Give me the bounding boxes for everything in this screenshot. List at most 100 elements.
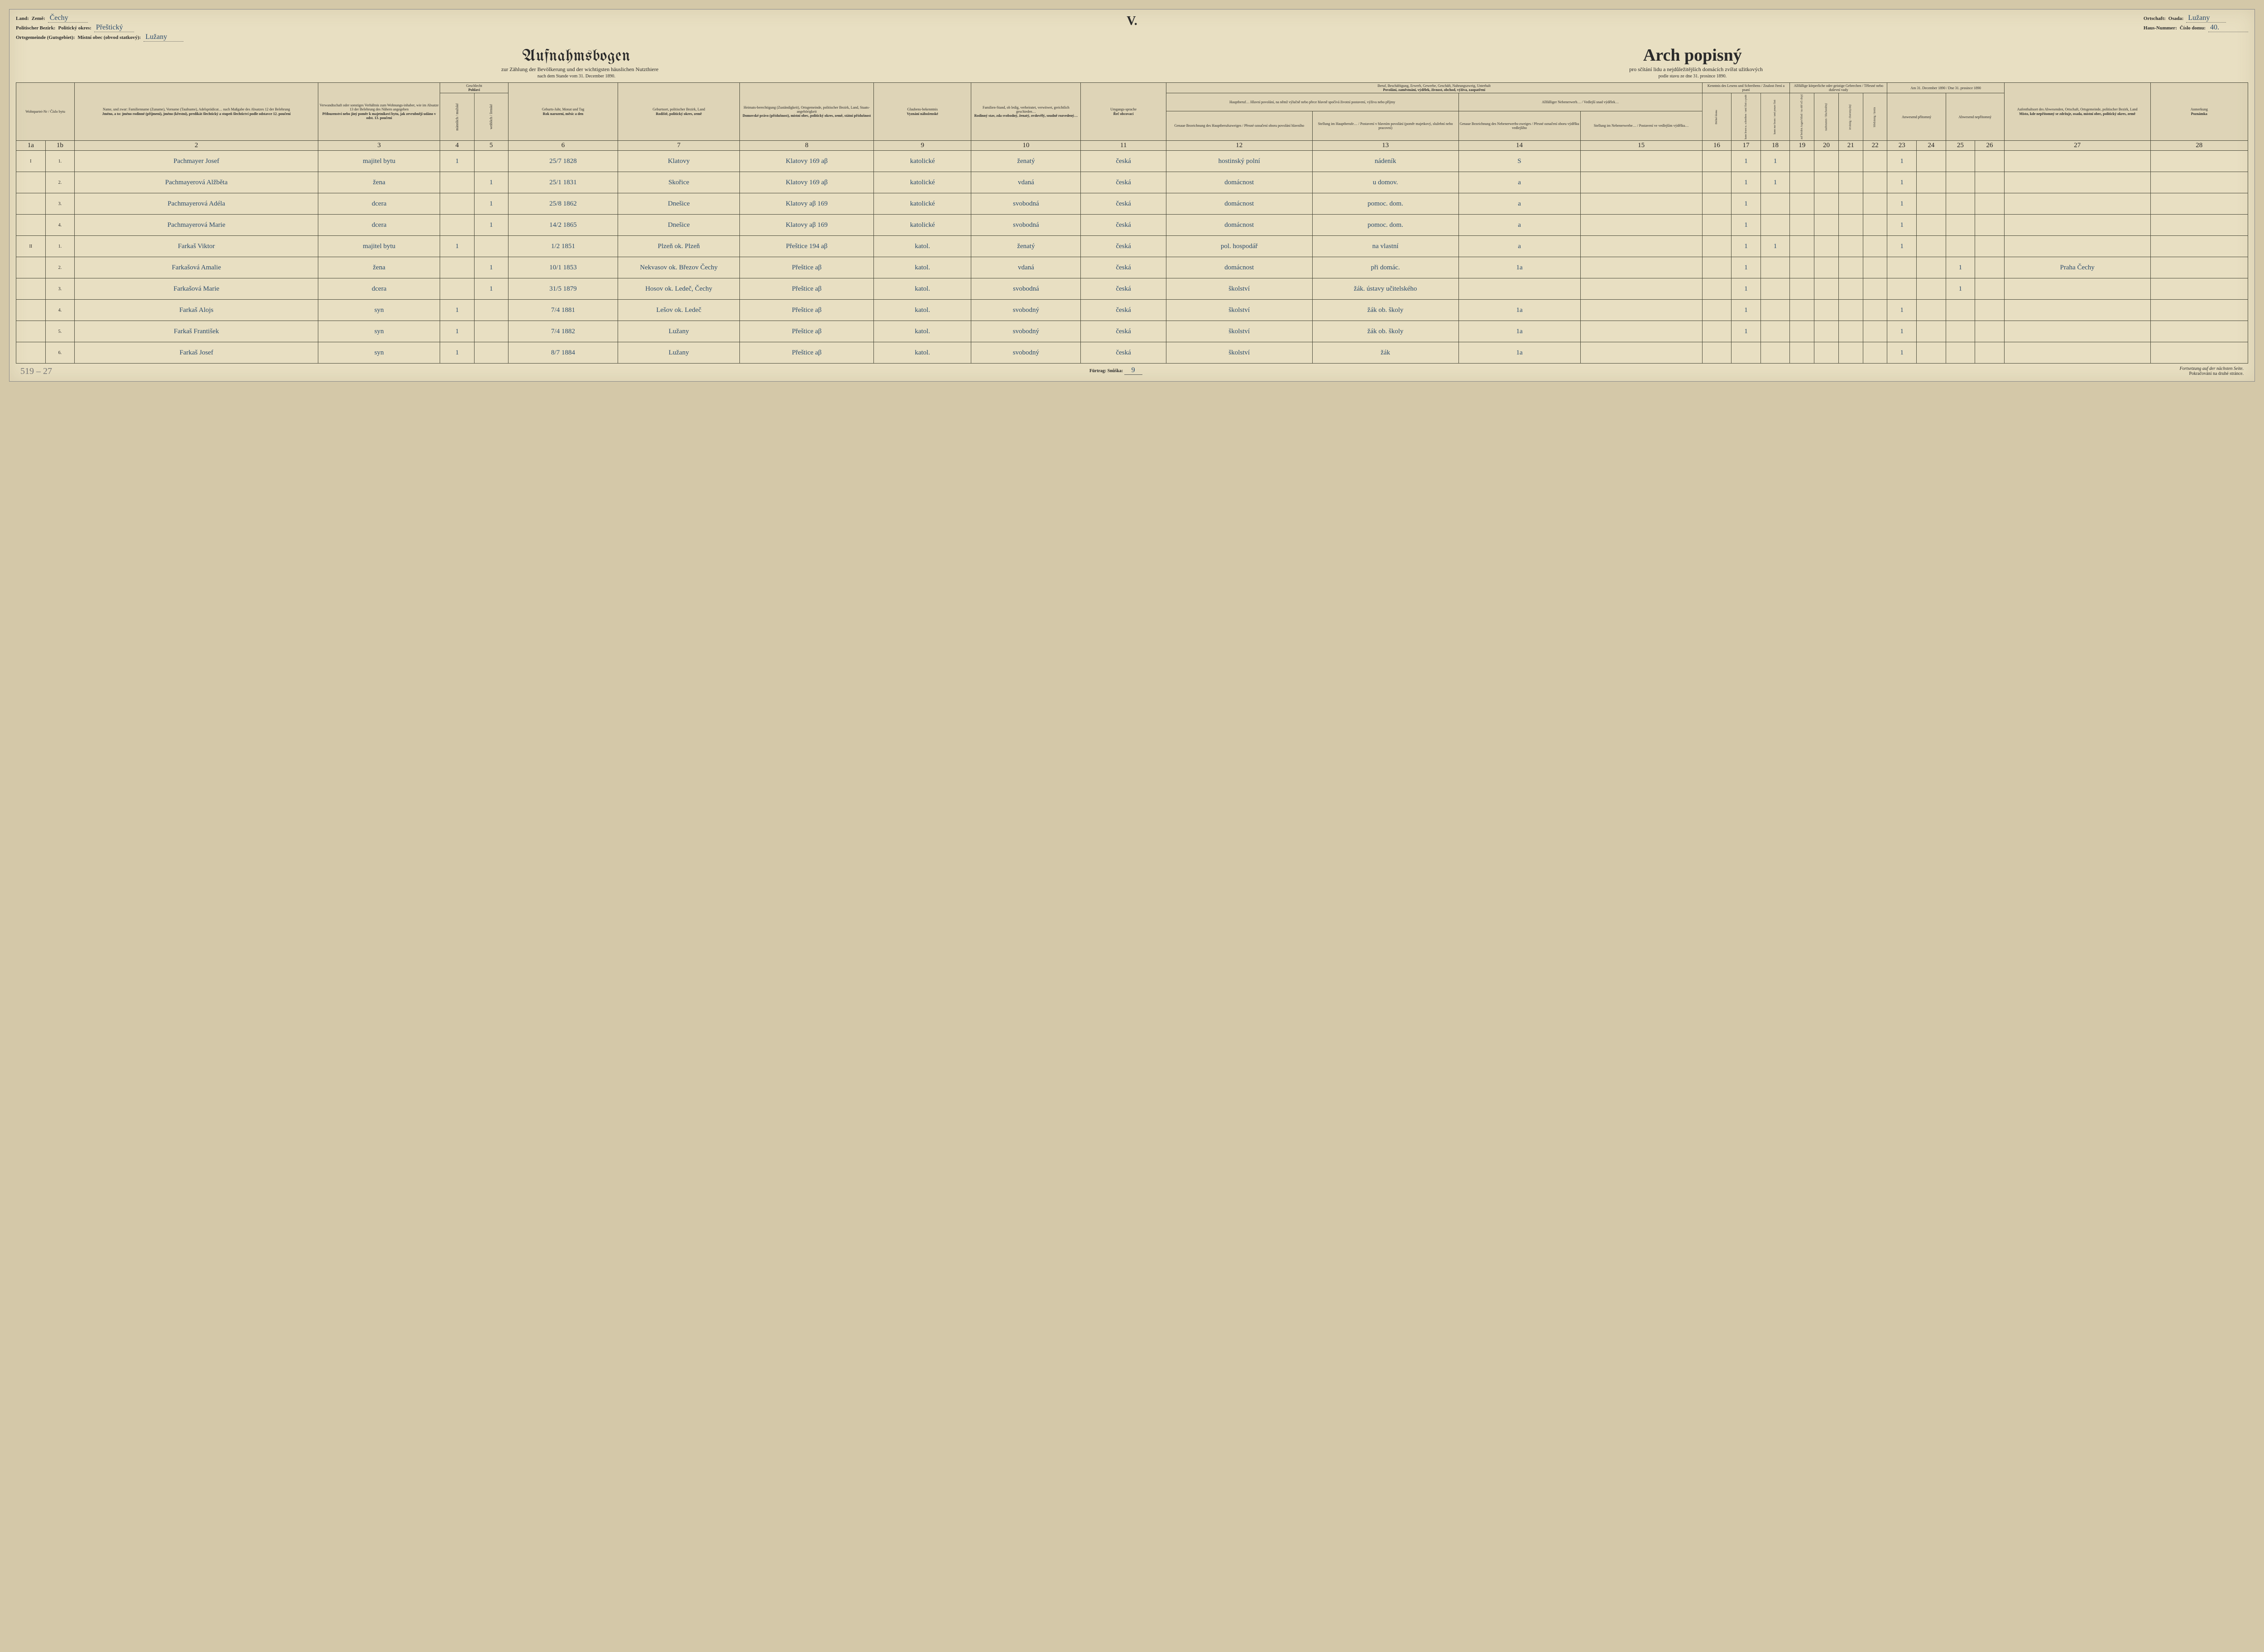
col-literacy: Kenntnis des Lesens und Schreibens / Zna…	[1702, 83, 1790, 93]
cell	[1580, 278, 1702, 300]
cell: Klatovy 169 aβ	[740, 172, 874, 193]
cell	[16, 300, 46, 321]
col-male: männlich / mužské	[440, 93, 474, 141]
cell: česká	[1081, 342, 1166, 364]
table-row: 4.Pachmayerová Mariedcera114/2 1865Dneši…	[16, 215, 2248, 236]
table-row: 2.Pachmayerová Alžbětažena125/1 1831Skoř…	[16, 172, 2248, 193]
cell	[1580, 300, 1702, 321]
cell	[1580, 172, 1702, 193]
col-language: Umgangs-sprache Řeč obcovací	[1081, 83, 1166, 141]
cell: majitel bytu	[318, 151, 440, 172]
cell: katolické	[874, 193, 971, 215]
cell	[1790, 193, 1814, 215]
cell	[1863, 215, 1887, 236]
col-birth: Geburts-Jahr, Monat und Tag Rok narození…	[508, 83, 618, 141]
cell: žák ob. školy	[1312, 321, 1458, 342]
cell: Klatovy aβ 169	[740, 193, 874, 215]
subtitle-german: zur Zählung der Bevölkerung und der wich…	[501, 66, 658, 73]
cell: 1a	[1458, 342, 1580, 364]
cell: 7/4 1881	[508, 300, 618, 321]
cell: 1	[1760, 151, 1790, 172]
col-away-place: Aufenthaltsort des Abwesenden, Ortschaft…	[2004, 83, 2150, 141]
cell: Přeštice 194 aβ	[740, 236, 874, 257]
cell: 1	[1760, 236, 1790, 257]
col-side-pos: Stellung im Nebenerwerbe… / Postavení ve…	[1580, 111, 1702, 140]
date-czech: podle stavu ze dne 31. prosince 1890.	[1659, 74, 1727, 79]
cell	[1975, 257, 2005, 278]
cell: Farkaš Alojs	[75, 300, 318, 321]
cell	[474, 151, 508, 172]
cell: 1	[1732, 215, 1761, 236]
cell: syn	[318, 342, 440, 364]
cell	[1838, 278, 1863, 300]
cell	[1838, 172, 1863, 193]
cell	[1814, 236, 1839, 257]
cell: 1	[474, 172, 508, 193]
cell: a	[1458, 172, 1580, 193]
cell: česká	[1081, 193, 1166, 215]
cell: svobodný	[971, 321, 1081, 342]
cell	[1946, 215, 1975, 236]
cell: 1	[1732, 193, 1761, 215]
cell: Lešov ok. Ledeč	[618, 300, 740, 321]
cell	[1760, 257, 1790, 278]
title-czech: Arch popisný	[1643, 45, 1742, 65]
cell: žena	[318, 172, 440, 193]
cell	[1863, 172, 1887, 193]
land-label-cz: Země:	[32, 16, 45, 21]
column-number: 2	[75, 141, 318, 151]
orts-label-de: Ortsgemeinde (Gutsgebiet):	[16, 35, 75, 40]
cell: 1	[1887, 321, 1917, 342]
cell: 25/8 1862	[508, 193, 618, 215]
col-note-cz: Poznámka	[2191, 112, 2207, 116]
cell: syn	[318, 300, 440, 321]
cell	[1732, 342, 1761, 364]
column-number: 1a	[16, 141, 46, 151]
cell: školství	[1166, 342, 1312, 364]
column-number: 14	[1458, 141, 1580, 151]
cell	[1702, 321, 1732, 342]
cell: Pachmayerová Alžběta	[75, 172, 318, 193]
cell: 14/2 1865	[508, 215, 618, 236]
cell: 3.	[45, 278, 75, 300]
cell: pol. hospodář	[1166, 236, 1312, 257]
cell: 3.	[45, 193, 75, 215]
table-row: 3.Pachmayerová Adéladcera125/8 1862Dneši…	[16, 193, 2248, 215]
cell	[1863, 342, 1887, 364]
cell: u domov.	[1312, 172, 1458, 193]
cell	[16, 215, 46, 236]
hausnr-label-cz: Číslo domu:	[2180, 25, 2206, 31]
bezirk-value: Přeštický	[94, 24, 134, 32]
cell	[440, 172, 474, 193]
cell	[16, 172, 46, 193]
col-sex: Geschlecht Pohlaví	[440, 83, 508, 93]
col-rel-cz2: Vyznání náboženské	[907, 112, 938, 116]
col-absent: Abwesend nepřítomný	[1946, 93, 2004, 141]
cell: domácnost	[1166, 215, 1312, 236]
cell	[1814, 257, 1839, 278]
cell: 1	[1887, 236, 1917, 257]
column-number: 27	[2004, 141, 2150, 151]
cell: Dnešice	[618, 193, 740, 215]
column-number: 5	[474, 141, 508, 151]
cell	[1814, 278, 1839, 300]
cell	[1946, 193, 1975, 215]
cell: katol.	[874, 236, 971, 257]
cell: Nekvasov ok. Březov Čechy	[618, 257, 740, 278]
orts-label-cz: Místní obec (obvod statkový):	[77, 35, 141, 40]
table-row: 4.Farkaš Alojssyn17/4 1881Lešov ok. Lede…	[16, 300, 2248, 321]
cell	[1946, 151, 1975, 172]
cell	[1814, 215, 1839, 236]
cell	[1917, 321, 1946, 342]
col-def-c: irrsinnig / choromyslný	[1838, 93, 1863, 141]
cell	[1975, 342, 2005, 364]
cell: ženatý	[971, 236, 1081, 257]
cell: 1	[1732, 236, 1761, 257]
cell	[1946, 236, 1975, 257]
cell	[1917, 342, 1946, 364]
cell: žák	[1312, 342, 1458, 364]
cell	[1814, 321, 1839, 342]
column-number: 10	[971, 141, 1081, 151]
col-name-de: Name, und zwar: Familienname (Zuname), V…	[76, 107, 317, 111]
cell	[1975, 236, 2005, 257]
